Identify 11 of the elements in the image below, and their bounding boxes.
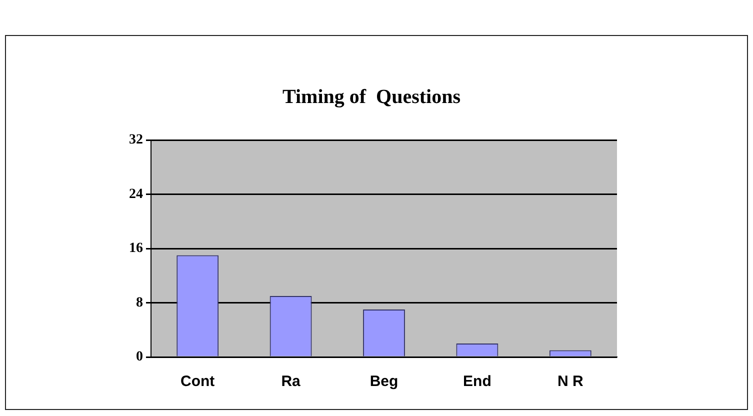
x-tick-label: N R xyxy=(557,373,584,390)
y-tick-label: 32 xyxy=(129,132,143,148)
x-tick-label: Cont xyxy=(180,373,215,390)
y-tick-label: 8 xyxy=(136,295,143,310)
chart-title: Timing of Questions xyxy=(282,86,461,108)
x-tick-label: End xyxy=(463,373,492,390)
y-tick-label: 24 xyxy=(129,186,143,202)
x-tick-label: Ra xyxy=(281,373,302,390)
x-tick-label: Beg xyxy=(370,373,398,390)
y-tick-label: 16 xyxy=(129,241,143,256)
y-tick-label: 0 xyxy=(136,350,143,365)
